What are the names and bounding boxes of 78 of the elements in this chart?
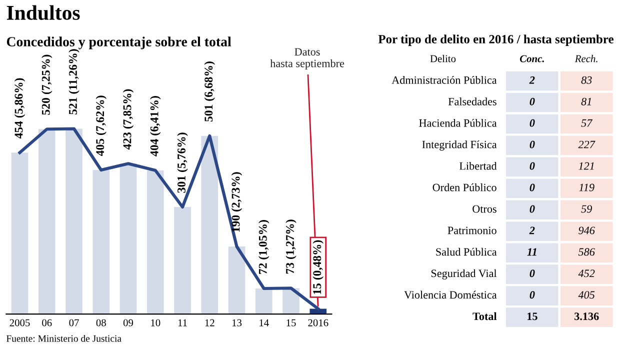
x-tick-label: 09	[123, 319, 134, 326]
x-tick-label: Conc.	[520, 55, 544, 62]
chart-title: Por tipo de delito en 2016 / hasta septiembre	[378, 34, 614, 46]
x-tick-label: Rech.	[574, 54, 598, 62]
data-label: 0	[530, 119, 535, 127]
data-label: 405 (7,62%)	[96, 96, 106, 156]
data-label: 946	[578, 226, 595, 234]
bar	[146, 170, 164, 314]
y-tick-label: Patrimonio	[448, 226, 496, 234]
bar	[255, 288, 272, 314]
bar	[201, 136, 218, 314]
data-label: 2	[529, 226, 535, 234]
data-label: 586	[578, 248, 595, 256]
bar	[228, 246, 246, 314]
y-tick-label: Hacienda Pública	[419, 118, 497, 127]
bar	[92, 170, 110, 314]
x-tick-label: 13	[232, 319, 242, 326]
y-tick-label: Violencia Doméstica	[404, 290, 497, 299]
data-label: 521 (11,26%)	[68, 49, 80, 114]
y-tick-label: Integridad Física	[422, 140, 497, 151]
x-tick-label: 12	[205, 319, 214, 326]
data-label: 404 (6,41%)	[150, 96, 161, 156]
y-tick-label: Total	[472, 312, 497, 320]
data-label: 73 (1,27%)	[286, 220, 296, 274]
x-tick-label: 08	[96, 319, 106, 326]
data-label: 520 (7,25%)	[42, 54, 52, 115]
data-label: 59	[581, 205, 592, 213]
x-tick-label: 06	[42, 319, 52, 326]
x-tick-label: 15	[286, 319, 296, 326]
data-label: 0	[530, 98, 535, 106]
y-tick-label: Seguridad Vial	[431, 269, 497, 280]
y-axis-title: Delito	[430, 54, 456, 62]
annotation: Datos hasta septiembre	[270, 48, 344, 70]
x-tick-label: 2016	[308, 319, 328, 326]
data-label: 119	[579, 184, 594, 192]
y-tick-label: Otros	[472, 205, 496, 213]
data-label: 11	[527, 248, 536, 256]
data-label: 454 (5,86%)	[14, 78, 26, 139]
source-note: Fuente: Ministerio de Justicia	[6, 334, 122, 342]
y-tick-label: Orden Público	[432, 183, 496, 192]
data-label: 227	[578, 140, 596, 148]
data-label: 0	[530, 205, 535, 213]
y-tick-label: Administración Pública	[392, 76, 497, 84]
data-label: 15 (0,48%)	[312, 240, 324, 294]
data-label: 190 (2,73%)	[231, 172, 242, 232]
x-tick-label: 2005	[10, 319, 30, 326]
bar	[38, 129, 56, 314]
y-tick-label: Falsedades	[448, 98, 496, 106]
data-label: 2	[529, 76, 535, 84]
y-tick-label: Libertad	[460, 162, 497, 170]
data-label: 72 (1,05%)	[258, 220, 270, 274]
data-label: 0	[530, 184, 535, 192]
chart-title: Indultos	[6, 5, 80, 20]
bar	[11, 152, 28, 314]
bar	[174, 207, 191, 314]
data-label: 0	[530, 291, 535, 299]
data-label: 83	[581, 76, 592, 84]
chart-subtitle: Concedidos y porcentaje sobre el total	[6, 36, 232, 50]
data-label: 0	[530, 140, 535, 148]
x-tick-label: 10	[151, 319, 160, 326]
x-tick-label: 14	[260, 319, 269, 326]
data-label: 3.136	[574, 312, 599, 320]
data-label: 121	[578, 162, 594, 170]
y-tick-label: Salud Pública	[436, 248, 497, 256]
data-label: 301 (5,76%)	[177, 132, 188, 193]
data-label: 0	[530, 162, 535, 170]
data-label: 423 (7,85%)	[122, 89, 134, 150]
bar	[66, 128, 82, 314]
data-label: 81	[581, 98, 591, 106]
x-tick-label: 11	[178, 319, 187, 326]
data-label: 57	[581, 119, 593, 127]
data-label: 15	[528, 312, 538, 320]
x-tick-label: 07	[69, 319, 79, 326]
data-label: 405	[578, 291, 595, 299]
data-label: 452	[578, 270, 595, 278]
data-label: 501 (6,68%)	[204, 62, 215, 122]
data-label: 0	[530, 270, 535, 278]
bar	[120, 164, 137, 314]
